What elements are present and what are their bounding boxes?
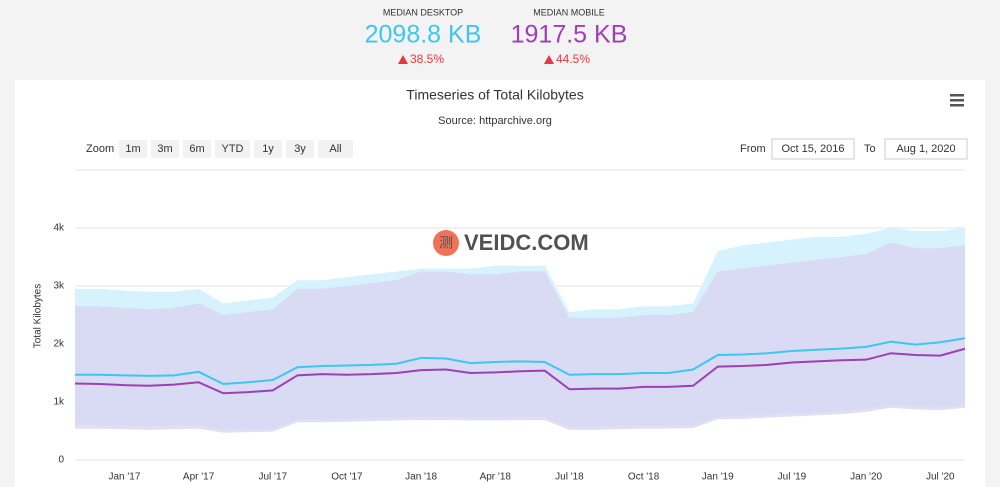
median-line: [74, 347, 966, 395]
zoom-button-label[interactable]: YTD: [222, 143, 244, 155]
x-tick-label: Jul '17: [258, 472, 287, 483]
x-tick-label: Jul '20: [926, 472, 955, 483]
to-input[interactable]: [884, 138, 968, 160]
chart-subtitle: Source: httparchive.org: [438, 115, 552, 127]
x-tick-label: Jan '20: [850, 472, 882, 483]
y-tick-label: 1k: [53, 397, 65, 408]
zoom-button-label[interactable]: 1m: [125, 143, 140, 155]
zoom-button[interactable]: [215, 140, 250, 158]
y-tick-label: 3k: [53, 281, 65, 292]
chart-title: Timeseries of Total Kilobytes: [406, 87, 583, 103]
zoom-button-label[interactable]: 3y: [294, 143, 306, 155]
x-tick-label: Jan '17: [108, 472, 140, 483]
zoom-label: Zoom: [86, 143, 114, 155]
zoom-button-label[interactable]: All: [329, 143, 341, 155]
stat-label: MEDIAN DESKTOP: [383, 7, 463, 17]
x-tick-label: Jul '18: [555, 472, 584, 483]
from-input[interactable]: [771, 138, 855, 160]
zoom-button[interactable]: [318, 140, 353, 158]
x-tick-label: Jan '18: [405, 472, 437, 483]
to-value[interactable]: Aug 1, 2020: [896, 143, 955, 155]
median-line: [75, 337, 966, 386]
stat-change: 38.5%: [410, 52, 444, 66]
stat-label: MEDIAN MOBILE: [533, 7, 605, 17]
stat-change: 44.5%: [556, 52, 590, 66]
zoom-button[interactable]: [183, 140, 211, 158]
x-tick-label: Jul '19: [778, 472, 807, 483]
x-tick-label: Oct '18: [628, 472, 660, 483]
menu-icon[interactable]: [950, 94, 964, 107]
from-label: From: [740, 143, 766, 155]
x-tick-label: Oct '17: [331, 472, 363, 483]
zoom-button[interactable]: [119, 140, 147, 158]
watermark-icon: 测: [439, 235, 453, 251]
up-arrow: [544, 55, 554, 64]
to-label: To: [864, 143, 876, 155]
stat-value: 1917.5 KB: [511, 21, 628, 49]
zoom-button-label[interactable]: 3m: [157, 143, 172, 155]
y-axis-label: Total Kilobytes: [33, 284, 44, 348]
x-tick-label: Apr '17: [183, 472, 215, 483]
x-tick-label: Jan '19: [702, 472, 734, 483]
y-tick-label: 2k: [53, 339, 65, 350]
up-arrow: [398, 55, 408, 64]
watermark-text: VEIDC.COM: [464, 230, 589, 255]
zoom-button-label[interactable]: 1y: [262, 143, 274, 155]
y-tick-label: 0: [58, 455, 64, 466]
stat-value: 2098.8 KB: [365, 21, 482, 49]
zoom-button[interactable]: [151, 140, 179, 158]
y-tick-label: 4k: [53, 223, 65, 234]
percentile-band: [75, 242, 965, 433]
x-tick-label: Apr '18: [480, 472, 512, 483]
plot: 0 1k 2k 3k 4k Jan '17 Apr '17 Jul '17 Oct '17 Jan…: [53, 223, 966, 483]
zoom-button[interactable]: [286, 140, 314, 158]
zoom-button-label[interactable]: 6m: [189, 143, 204, 155]
zoom-button[interactable]: [254, 140, 282, 158]
from-value[interactable]: Oct 15, 2016: [782, 143, 845, 155]
watermark: 测 VEIDC.COM: [433, 230, 589, 256]
